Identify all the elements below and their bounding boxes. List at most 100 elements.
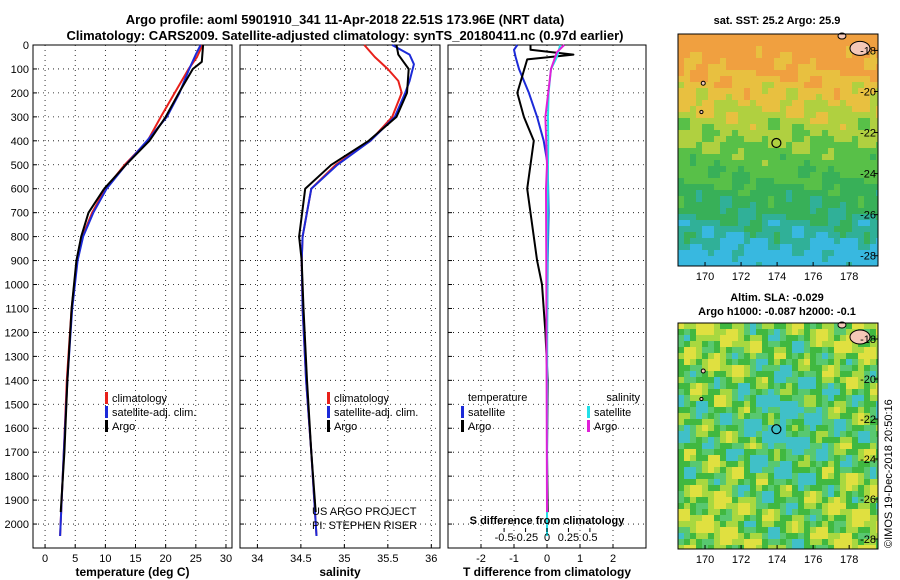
map-cell bbox=[744, 467, 750, 473]
map-cell bbox=[720, 232, 726, 238]
map-cell bbox=[852, 431, 858, 437]
map-cell bbox=[798, 473, 804, 479]
map-cell bbox=[774, 160, 780, 166]
map-cell bbox=[816, 124, 822, 130]
map-cell bbox=[822, 106, 828, 112]
map-cell bbox=[822, 485, 828, 491]
map-cell bbox=[864, 341, 870, 347]
map-cell bbox=[702, 226, 708, 232]
map-cell bbox=[864, 82, 870, 88]
map-cell bbox=[846, 130, 852, 136]
map-cell bbox=[702, 473, 708, 479]
map-cell bbox=[828, 479, 834, 485]
map-cell bbox=[696, 329, 702, 335]
map-cell bbox=[708, 136, 714, 142]
map-cell bbox=[810, 479, 816, 485]
map-cell bbox=[852, 64, 858, 70]
map-cell bbox=[864, 497, 870, 503]
map-cell bbox=[798, 124, 804, 130]
map-cell bbox=[810, 34, 816, 40]
map-cell bbox=[870, 359, 876, 365]
map-cell bbox=[744, 184, 750, 190]
map-cell bbox=[744, 100, 750, 106]
map-x-tick-label: 176 bbox=[804, 554, 822, 566]
map-cell bbox=[840, 232, 846, 238]
map-cell bbox=[798, 166, 804, 172]
map-cell bbox=[864, 34, 870, 40]
map-cell bbox=[678, 431, 684, 437]
map-cell bbox=[678, 196, 684, 202]
map-cell bbox=[702, 58, 708, 64]
map-cell bbox=[864, 401, 870, 407]
map-cell bbox=[834, 202, 840, 208]
map-cell bbox=[750, 545, 756, 549]
map-cell bbox=[864, 431, 870, 437]
map-cell bbox=[828, 82, 834, 88]
map-cell bbox=[804, 539, 810, 545]
map-cell bbox=[726, 503, 732, 509]
map-cell bbox=[768, 232, 774, 238]
map-cell bbox=[864, 491, 870, 497]
map-cell bbox=[816, 371, 822, 377]
map-cell bbox=[786, 377, 792, 383]
map-cell bbox=[768, 58, 774, 64]
legend-swatch-argo bbox=[327, 420, 330, 432]
map-cell bbox=[846, 256, 852, 262]
map-cell bbox=[750, 323, 756, 329]
map-cell bbox=[726, 256, 732, 262]
map-cell bbox=[852, 365, 858, 371]
map-cell bbox=[732, 184, 738, 190]
map-cell bbox=[852, 455, 858, 461]
map-cell bbox=[792, 479, 798, 485]
map-cell bbox=[816, 545, 822, 549]
map-cell bbox=[828, 437, 834, 443]
map-cell bbox=[732, 539, 738, 545]
map-cell bbox=[798, 226, 804, 232]
map-cell bbox=[684, 431, 690, 437]
map-cell bbox=[822, 40, 828, 46]
map-cell bbox=[774, 178, 780, 184]
map-cell bbox=[678, 136, 684, 142]
map-cell bbox=[684, 250, 690, 256]
map-cell bbox=[684, 172, 690, 178]
map-cell bbox=[828, 166, 834, 172]
map-cell bbox=[702, 220, 708, 226]
map-cell bbox=[756, 341, 762, 347]
map-cell bbox=[714, 389, 720, 395]
map-cell bbox=[768, 449, 774, 455]
map-cell bbox=[846, 377, 852, 383]
map-cell bbox=[834, 473, 840, 479]
map-cell bbox=[762, 124, 768, 130]
map-cell bbox=[678, 184, 684, 190]
map-cell bbox=[690, 142, 696, 148]
map-cell bbox=[684, 485, 690, 491]
map-cell bbox=[714, 70, 720, 76]
map-cell bbox=[732, 389, 738, 395]
map-cell bbox=[774, 449, 780, 455]
map-cell bbox=[738, 491, 744, 497]
map-cell bbox=[708, 491, 714, 497]
map-cell bbox=[762, 365, 768, 371]
map-cell bbox=[774, 94, 780, 100]
map-cell bbox=[774, 497, 780, 503]
map-cell bbox=[696, 142, 702, 148]
map-cell bbox=[702, 431, 708, 437]
map-cell bbox=[792, 214, 798, 220]
map-cell bbox=[678, 323, 684, 329]
map-cell bbox=[714, 262, 720, 266]
map-cell bbox=[858, 142, 864, 148]
map-cell bbox=[804, 262, 810, 266]
map-cell bbox=[804, 88, 810, 94]
map-cell bbox=[798, 539, 804, 545]
map-cell bbox=[870, 52, 876, 58]
map-cell bbox=[756, 142, 762, 148]
map-cell bbox=[768, 160, 774, 166]
map-cell bbox=[720, 184, 726, 190]
map-cell bbox=[876, 196, 878, 202]
map-cell bbox=[684, 256, 690, 262]
map-cell bbox=[744, 202, 750, 208]
map-cell bbox=[690, 58, 696, 64]
map-cell bbox=[702, 509, 708, 515]
map-cell bbox=[828, 130, 834, 136]
